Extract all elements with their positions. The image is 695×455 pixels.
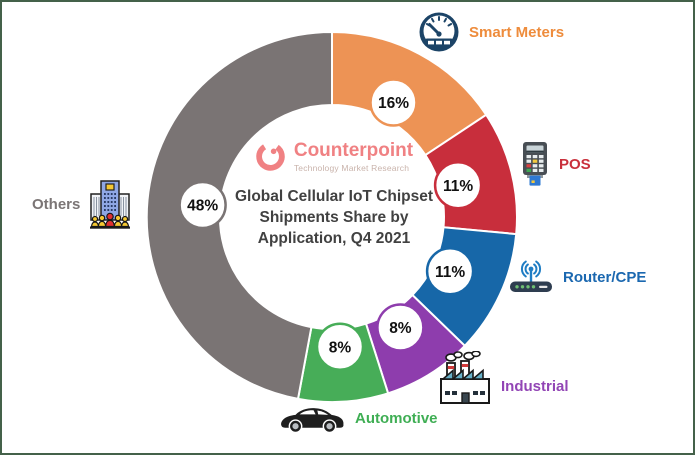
legend-label-router-cpe: Router/CPE xyxy=(563,268,647,286)
legend-industrial: Industrial xyxy=(438,351,569,407)
svg-text:16%: 16% xyxy=(378,95,409,112)
chart-title-line: Application, Q4 2021 xyxy=(257,229,411,247)
legend-label-industrial: Industrial xyxy=(501,378,569,395)
brand-tagline: Technology Market Research xyxy=(293,162,410,173)
building-people-icon xyxy=(90,180,131,229)
legend-automotive: Automotive xyxy=(278,403,438,434)
legend-router-cpe: Router/CPE xyxy=(508,260,646,294)
percent-label-router-cpe: 11% xyxy=(425,247,475,296)
car-icon xyxy=(281,408,344,434)
chart-title-line: Global Cellular IoT Chipset xyxy=(234,187,434,205)
counterpoint-c-logo-icon xyxy=(256,142,285,172)
svg-text:8%: 8% xyxy=(329,339,352,356)
svg-text:48%: 48% xyxy=(187,198,218,215)
svg-text:11%: 11% xyxy=(443,178,473,195)
brand-name: Counterpoint xyxy=(293,140,414,161)
segment-others xyxy=(145,30,333,401)
legend-others: Others xyxy=(32,178,131,230)
legend-smart-meters: Smart Meters xyxy=(418,11,564,53)
legend-label-pos: POS xyxy=(559,155,591,173)
percent-label-smart-meters: 16% xyxy=(369,78,418,127)
chart-center: Counterpoint Technology Market Research … xyxy=(200,141,468,249)
smart-meter-gauge-icon xyxy=(419,12,459,52)
factory-icon xyxy=(440,351,490,404)
counterpoint-logo: Counterpoint Technology Market Research xyxy=(200,141,468,173)
percent-label-automotive: 8% xyxy=(315,322,365,372)
percent-label-others: 48% xyxy=(178,180,227,230)
legend-label-others: Others xyxy=(32,195,81,213)
legend-label-automotive: Automotive xyxy=(355,410,438,427)
chart-title-line: Shipments Share by xyxy=(259,208,409,226)
router-antenna-icon xyxy=(510,260,552,292)
svg-text:8%: 8% xyxy=(389,320,412,337)
percent-label-industrial: 8% xyxy=(376,303,425,352)
legend-label-smart-meters: Smart Meters xyxy=(469,23,565,41)
pos-terminal-icon xyxy=(523,142,547,186)
chart-title: Global Cellular IoT Chipset Shipments Sh… xyxy=(200,186,468,249)
svg-text:11%: 11% xyxy=(435,264,465,281)
legend-pos: POS xyxy=(520,141,591,187)
percent-label-pos: 11% xyxy=(433,161,483,210)
